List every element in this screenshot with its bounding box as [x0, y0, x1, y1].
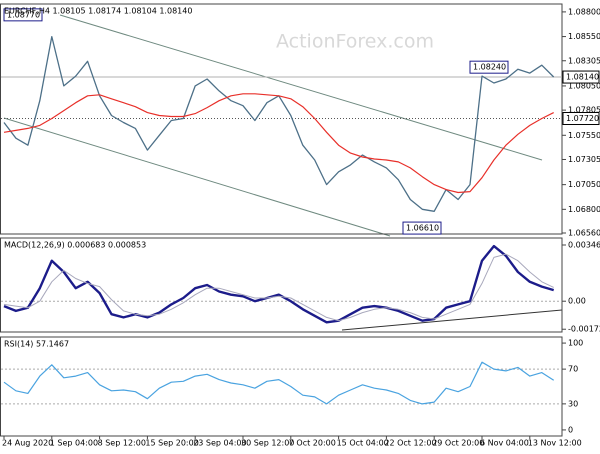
x-tick-label: 30 Sep 12:00: [241, 439, 294, 448]
hline-label-box: [562, 112, 600, 126]
y-tick-label: 1.07305: [568, 155, 600, 164]
y-tick-label: 1.07050: [568, 180, 600, 189]
trend-line: [341, 309, 563, 331]
x-tick-label: 6 Nov 04:00: [480, 439, 529, 448]
hline-label: 1.07720: [566, 114, 599, 123]
y-tick-label: 1.07550: [568, 131, 600, 140]
y-tick-label: 70: [568, 365, 578, 374]
y-tick-label: 1.08800: [568, 7, 600, 16]
watermark: ActionForex.com: [276, 31, 434, 53]
annotation: 1.08240: [473, 63, 506, 72]
x-tick-label: 24 Aug 2020: [2, 439, 53, 448]
series-line: [3, 244, 555, 324]
panel-frame: [0, 336, 563, 437]
annotation: 1.06610: [406, 224, 439, 233]
price-label: 1.08140: [566, 73, 599, 82]
y-tick-label: 1.08550: [568, 32, 600, 41]
y-tick-label: 0.00: [568, 297, 586, 306]
x-tick-label: 22 Oct 12:00: [384, 439, 436, 448]
series-line: [3, 93, 554, 194]
annotation-box: [3, 8, 43, 22]
y-tick-label: 1.08050: [568, 81, 600, 90]
y-tick-label: 1.08305: [568, 56, 600, 65]
x-tick-label: 15 Oct 04:00: [337, 439, 389, 448]
series-line: [3, 361, 555, 405]
panel-title: RSI(14) 57.1467: [4, 340, 69, 349]
x-tick-label: 23 Sep 04:00: [193, 439, 246, 448]
x-tick-label: 8 Sep 12:00: [98, 439, 146, 448]
y-tick-label: 0.003469: [568, 240, 600, 249]
y-tick-label: 30: [568, 399, 578, 408]
y-tick-label: -0.001729: [568, 325, 600, 334]
y-tick-label: 0: [568, 425, 573, 434]
y-tick-label: 1.06560: [568, 229, 600, 238]
y-tick-label: 1.07805: [568, 106, 600, 115]
channel-line: [3, 117, 391, 237]
panel-frame: [0, 3, 563, 235]
annotation-box: [469, 60, 509, 74]
series-line: [3, 253, 554, 322]
channel-line: [59, 14, 543, 161]
x-tick-label: 7 Oct 20:00: [289, 439, 336, 448]
annotation-box: [402, 221, 442, 235]
price-label-box: [562, 70, 600, 84]
panel-title: MACD(12,26,9) 0.000683 0.000853: [4, 241, 146, 250]
x-tick-label: 1 Sep 04:00: [50, 439, 98, 448]
panel-frame: [0, 237, 563, 333]
y-tick-label: 1.06800: [568, 205, 600, 214]
x-tick-label: 13 Nov 12:00: [528, 439, 582, 448]
y-tick-label: 100: [568, 339, 583, 348]
annotation: 1.08770: [7, 10, 40, 19]
x-tick-label: 15 Sep 20:00: [145, 439, 198, 448]
x-tick-label: 29 Oct 20:00: [432, 439, 484, 448]
panel-title: EURCHF,H4 1.08105 1.08174 1.08104 1.0814…: [4, 7, 192, 16]
